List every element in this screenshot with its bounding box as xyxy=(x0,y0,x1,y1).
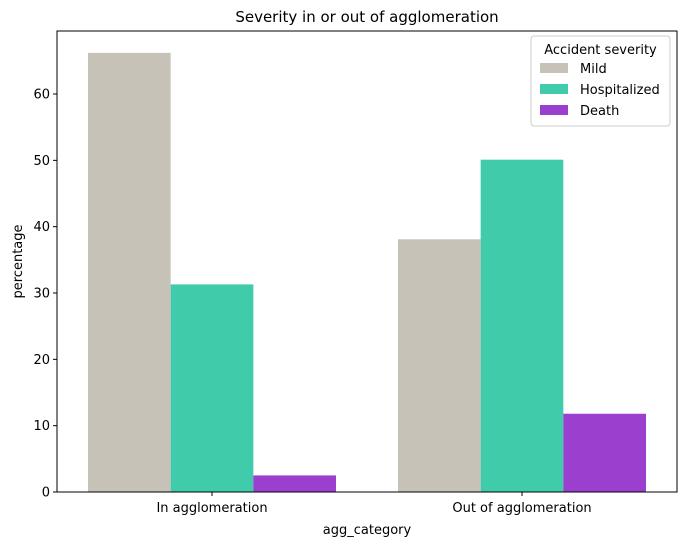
y-tick-label: 30 xyxy=(33,287,50,302)
y-tick-label: 20 xyxy=(33,353,50,368)
bar-mild-out-of-agglomeration xyxy=(398,239,481,492)
legend-box xyxy=(530,35,671,127)
y-tick-label: 0 xyxy=(42,486,50,501)
y-tick-label: 40 xyxy=(33,220,50,235)
legend-label-death: Death xyxy=(580,104,619,119)
bar-death-in-agglomeration xyxy=(253,475,336,492)
chart-title: Severity in or out of agglomeration xyxy=(235,8,498,26)
x-axis-label: agg_category xyxy=(323,523,412,538)
bar-mild-in-agglomeration xyxy=(88,52,171,492)
bar-hospitalized-in-agglomeration xyxy=(170,284,254,492)
legend-swatch-death xyxy=(540,105,568,115)
bars-layer xyxy=(88,52,646,492)
x-tick-label: In agglomeration xyxy=(156,501,267,516)
bar-death-out-of-agglomeration xyxy=(563,413,646,492)
y-tick-label: 10 xyxy=(33,419,50,434)
legend-label-hospitalized: Hospitalized xyxy=(580,83,660,98)
legend-swatch-mild xyxy=(540,63,568,73)
bar-hospitalized-out-of-agglomeration xyxy=(480,159,564,492)
y-tick-label: 50 xyxy=(33,154,50,169)
y-tick-label: 60 xyxy=(33,88,50,103)
x-axis: In agglomeration Out of agglomeration xyxy=(156,492,592,516)
plot-frame xyxy=(56,30,678,493)
y-axis-label: percentage xyxy=(11,224,26,298)
legend-swatch-hospitalized xyxy=(540,84,568,94)
legend-label-mild: Mild xyxy=(580,62,607,77)
x-tick-label: Out of agglomeration xyxy=(452,501,591,516)
y-axis: 0 10 20 30 40 50 60 xyxy=(33,88,57,501)
legend-title: Accident severity xyxy=(544,43,657,58)
legend: Accident severity Mild Hospitalized Death xyxy=(530,35,671,127)
